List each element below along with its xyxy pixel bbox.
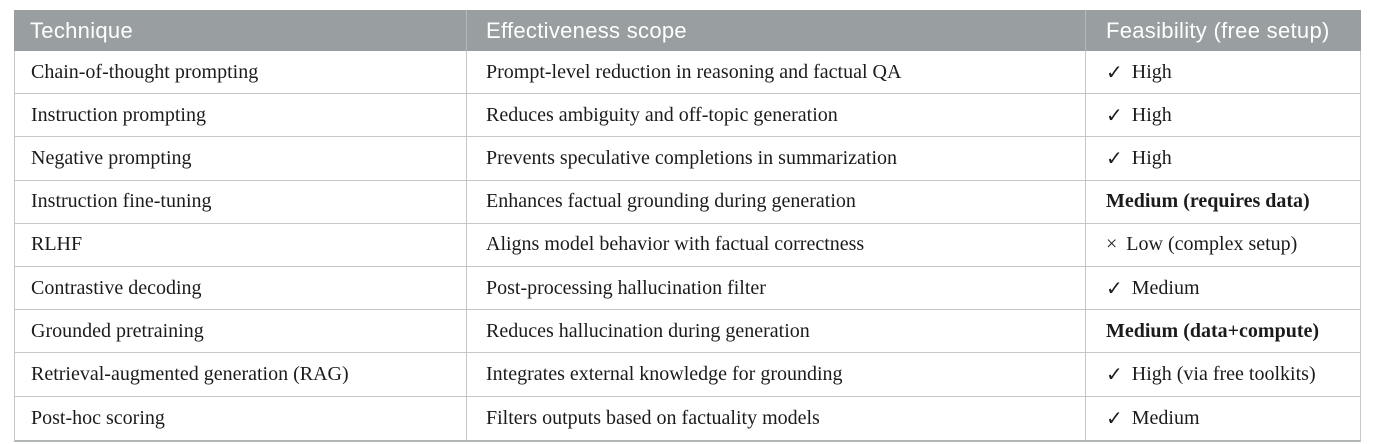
cross-icon: × [1106,233,1118,256]
check-icon: ✓ [1106,147,1123,170]
scope-cell: Enhances factual grounding during genera… [466,180,1085,223]
table-row: Instruction prompting Reduces ambiguity … [15,94,1360,138]
technique-cell: RLHF [31,233,83,256]
technique-cell: Instruction fine-tuning [31,190,212,213]
feasibility-label: Medium (data+compute) [1106,319,1320,342]
scope-cell: Post-processing hallucination filter [466,266,1085,310]
table-row: RLHF Aligns model behavior with factual … [15,223,1360,267]
table-row: Grounded pretraining Reduces hallucinati… [15,310,1360,354]
feasibility-label: Medium (requires data) [1106,190,1310,213]
table-body: Chain-of-thought prompting Prompt-level … [14,51,1361,442]
scope-cell: Integrates external knowledge for ground… [466,353,1085,396]
scope-cell: Reduces ambiguity and off-topic generati… [466,94,1085,137]
feasibility-cell: ✓ High [1085,94,1360,137]
technique-cell: Instruction prompting [31,103,206,126]
technique-cell: Grounded pretraining [31,319,204,342]
table-header-row: Technique Effectiveness scope Feasibilit… [14,10,1361,51]
check-icon: ✓ [1106,104,1123,127]
feasibility-cell: Medium (requires data) [1085,180,1360,223]
feasibility-cell: × Low (complex setup) [1085,223,1360,266]
feasibility-label: High [1131,146,1172,169]
check-icon: ✓ [1106,61,1123,84]
scope-cell: Prevents speculative completions in summ… [466,137,1085,180]
table-row: Post-hoc scoring Filters outputs based o… [15,396,1360,440]
feasibility-cell: ✓ High [1085,51,1360,94]
column-header-effectiveness-scope: Effectiveness scope [466,10,1085,51]
table-row: Negative prompting Prevents speculative … [15,137,1360,181]
feasibility-label: Low (complex setup) [1126,233,1298,256]
technique-cell: Negative prompting [31,146,192,169]
scope-cell: Reduces hallucination during generation [466,310,1085,353]
feasibility-label: Medium [1131,276,1200,299]
technique-cell: Retrieval-augmented generation (RAG) [31,362,349,385]
technique-cell: Post-hoc scoring [31,406,165,429]
table-row: Chain-of-thought prompting Prompt-level … [15,51,1360,95]
scope-cell: Aligns model behavior with factual corre… [466,223,1085,266]
feasibility-cell: Medium (data+compute) [1085,310,1360,353]
column-header-feasibility-label: Feasibility (free setup) [1106,17,1330,43]
table-row: Retrieval-augmented generation (RAG) Int… [15,353,1360,397]
technique-cell: Contrastive decoding [31,276,202,299]
column-header-technique-label: Technique [30,17,133,43]
feasibility-cell: ✓ Medium [1085,396,1360,440]
column-header-feasibility: Feasibility (free setup) [1085,10,1361,51]
scope-cell: Prompt-level reduction in reasoning and … [466,51,1085,94]
table-row: Instruction fine-tuning Enhances factual… [15,180,1360,224]
feasibility-cell: ✓ Medium [1085,266,1360,310]
feasibility-label: High [1131,60,1172,83]
check-icon: ✓ [1106,363,1123,386]
column-header-technique: Technique [14,10,466,51]
feasibility-label: High [1131,103,1172,126]
techniques-table: Technique Effectiveness scope Feasibilit… [14,10,1361,442]
feasibility-label: Medium [1131,406,1200,429]
scope-cell: Filters outputs based on factuality mode… [466,396,1085,440]
column-header-effectiveness-scope-label: Effectiveness scope [486,17,687,43]
feasibility-cell: ✓ High [1085,137,1360,180]
table-row: Contrastive decoding Post-processing hal… [15,266,1360,311]
technique-cell: Chain-of-thought prompting [31,60,259,83]
check-icon: ✓ [1106,277,1123,300]
check-icon: ✓ [1106,407,1123,430]
feasibility-label: High (via free toolkits) [1131,362,1316,385]
feasibility-cell: ✓ High (via free toolkits) [1085,353,1360,396]
